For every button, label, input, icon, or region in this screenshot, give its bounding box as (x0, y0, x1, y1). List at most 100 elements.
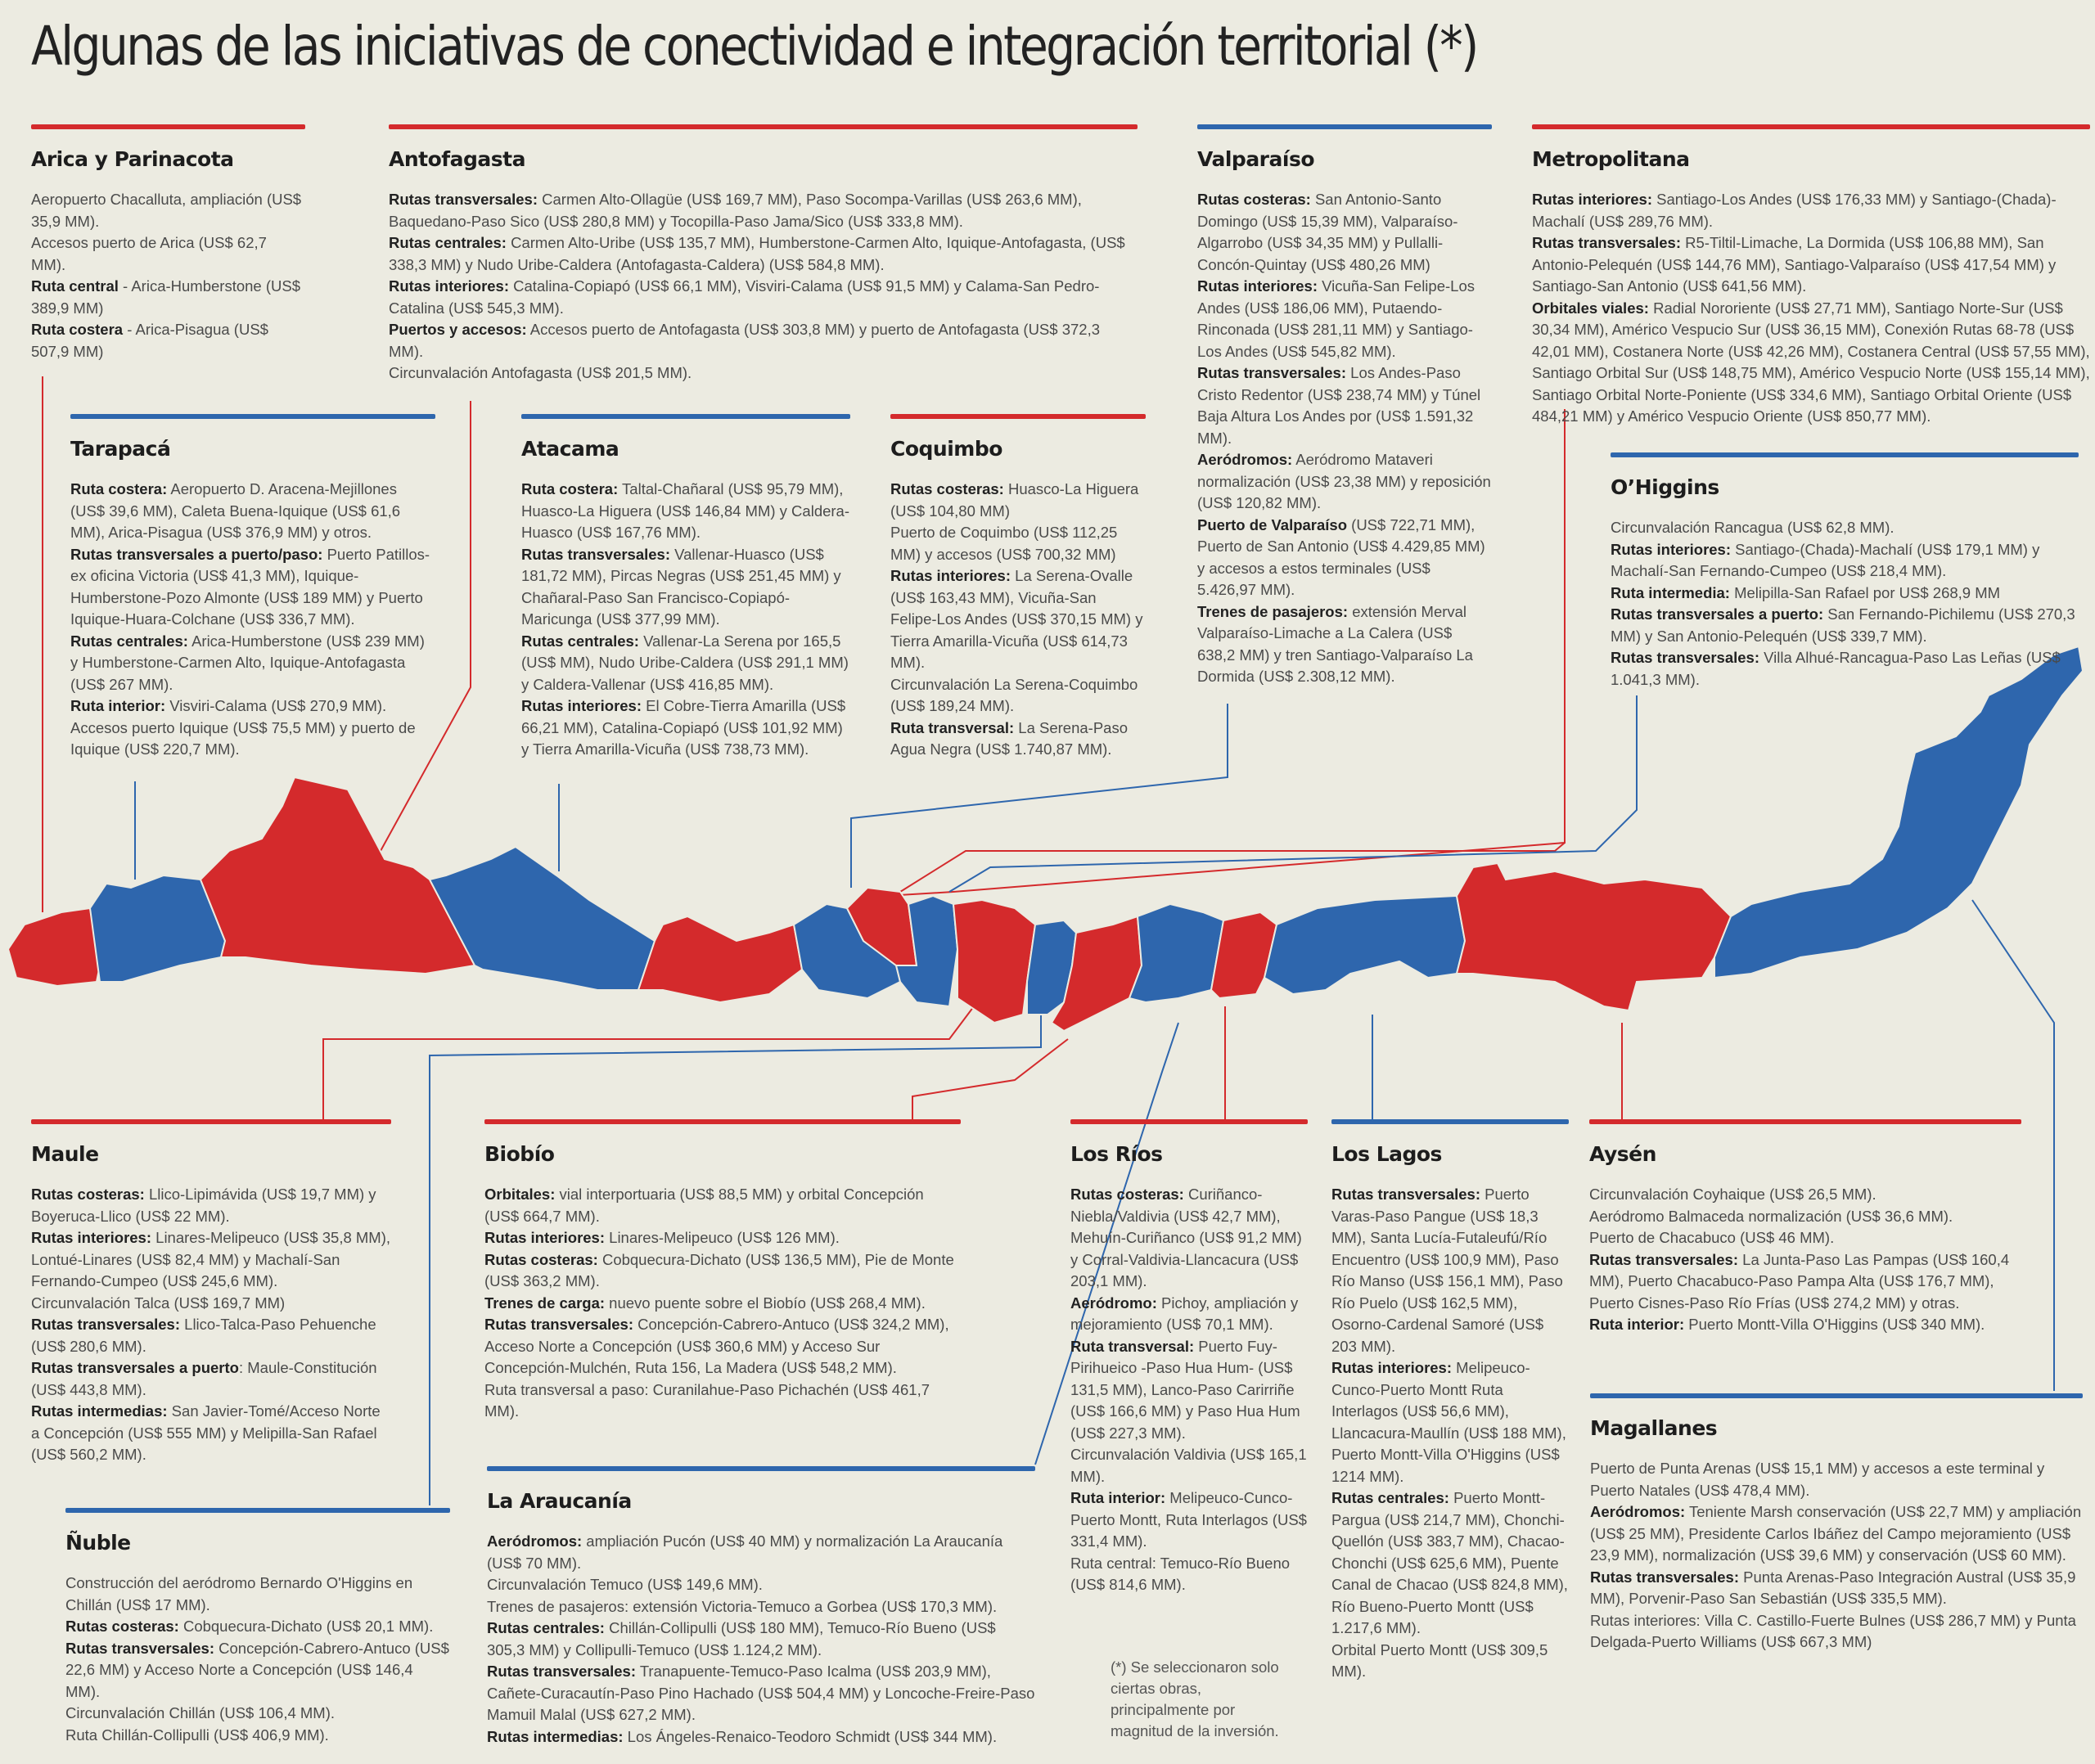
initiative-text: El Cobre-Tierra Amarilla (US$ 66,21 MM),… (521, 697, 846, 758)
initiative-item: Circunvalación Chillán (US$ 106,4 MM). (65, 1703, 450, 1725)
region-items: Orbitales: vial interportuaria (US$ 88,5… (484, 1184, 961, 1423)
initiative-category: Puertos y accesos: (389, 321, 527, 338)
initiative-text: Los Ángeles-Renaico-Teodoro Schmidt (US$… (623, 1727, 998, 1745)
initiative-text: Huasco-La Higuera (US$ 104,80 MM) (890, 480, 1139, 520)
initiative-item: Orbitales viales: Radial Nororiente (US$… (1532, 298, 2090, 428)
initiative-item: Rutas centrales: Carmen Alto-Uribe (US$ … (389, 232, 1138, 276)
initiative-item: Rutas interiores: Melipeuco-Cunco-Puerto… (1331, 1357, 1569, 1487)
initiative-text: Puerto de Punta Arenas (US$ 15,1 MM) y a… (1590, 1460, 2045, 1499)
initiative-text: Santiago-Los Andes (US$ 176,33 MM) y San… (1532, 191, 2057, 230)
initiative-category: Rutas interiores: (1611, 540, 1732, 558)
initiative-text: Puerto de Chacabuco (US$ 46 MM). (1589, 1229, 1835, 1246)
initiative-item: Trenes de carga: nuevo puente sobre el B… (484, 1293, 961, 1315)
initiative-text: San Javier-Tomé/Acceso Norte a Concepció… (31, 1402, 381, 1463)
map-region-coquimbo (637, 915, 804, 1004)
initiative-category: Rutas costeras: (890, 480, 1004, 497)
initiative-text: Concepción-Cabrero-Antuco (US$ 324,2 MM)… (484, 1316, 949, 1376)
initiative-category: Ruta costera (31, 321, 124, 338)
initiative-category: Aeródromos: (1197, 451, 1293, 468)
initiative-text: - Arica-Pisagua (US$ 507,9 MM) (31, 321, 268, 360)
map-region-antofagasta (199, 776, 476, 975)
initiative-item: Rutas costeras: Llico-Lipimávida (US$ 19… (31, 1184, 391, 1227)
region-atacama: Atacama Ruta costera: Taltal-Chañaral (U… (521, 414, 850, 761)
initiative-text: Pichoy, ampliación y mejoramiento (US$ 7… (1070, 1294, 1299, 1334)
initiative-text: vial interportuaria (US$ 88,5 MM) y orbi… (484, 1186, 924, 1225)
initiative-item: Rutas costeras: San Antonio-Santo Doming… (1197, 189, 1492, 276)
initiative-text: Rutas interiores: Villa C. Castillo-Fuer… (1590, 1611, 2076, 1651)
region-bar (890, 414, 1146, 419)
region-name: Coquimbo (890, 437, 1002, 461)
initiative-text: Melipeuco-Cunco-Puerto Montt Ruta Interl… (1331, 1359, 1566, 1485)
initiative-item: Puerto de Coquimbo (US$ 112,25 MM) y acc… (890, 522, 1146, 565)
initiative-text: Visviri-Calama (US$ 270,9 MM). (165, 697, 387, 714)
map-region-arica (7, 907, 101, 988)
initiative-text: Accesos puerto de Arica (US$ 62,7 MM). (31, 234, 267, 273)
region-magallanes: Magallanes Puerto de Punta Arenas (US$ 1… (1590, 1393, 2083, 1654)
region-name: Arica y Parinacota (31, 147, 234, 171)
initiative-text: Ruta transversal a paso: Curanilahue-Pas… (484, 1380, 930, 1420)
region-items: Rutas transversales: Carmen Alto-Ollagüe… (389, 189, 1138, 385)
initiative-category: Rutas transversales: (389, 191, 538, 208)
region-name: O’Higgins (1611, 475, 1719, 499)
region-name: Atacama (521, 437, 619, 461)
initiative-text: : Maule-Constitución (US$ 443,8 MM). (31, 1359, 377, 1398)
initiative-text: Construcción del aeródromo Bernardo O'Hi… (65, 1574, 413, 1613)
initiative-item: Aeródromos: Teniente Marsh conservación … (1590, 1501, 2083, 1567)
initiative-item: Ruta central: Temuco-Río Bueno (US$ 814,… (1070, 1553, 1308, 1596)
initiative-text: Linares-Melipeuco (US$ 35,8 MM), Lontué-… (31, 1229, 391, 1289)
map-region-losrios (1210, 911, 1278, 1000)
initiative-item: Circunvalación La Serena-Coquimbo (US$ 1… (890, 674, 1146, 718)
initiative-category: Rutas transversales: (31, 1316, 181, 1333)
initiative-text: ampliación Pucón (US$ 40 MM) y normaliza… (487, 1532, 1003, 1572)
initiative-text: Orbital Puerto Montt (US$ 309,5 MM). (1331, 1640, 1548, 1681)
initiative-text: Carmen Alto-Ollagüe (US$ 169,7 MM), Paso… (389, 191, 1082, 230)
initiative-text: Circunvalación Antofagasta (US$ 201,5 MM… (389, 364, 692, 381)
initiative-item: Orbitales: vial interportuaria (US$ 88,5… (484, 1184, 961, 1227)
region-arica: Arica y Parinacota Aeropuerto Chacalluta… (31, 124, 305, 362)
region-items: Construcción del aeródromo Bernardo O'Hi… (65, 1573, 450, 1746)
initiative-item: Rutas transversales: Villa Alhué-Rancagu… (1611, 647, 2079, 691)
initiative-text: Concepción-Cabrero-Antuco (US$ 22,6 MM) … (65, 1639, 449, 1700)
initiative-item: Aeródromo Balmaceda normalización (US$ 3… (1589, 1206, 2021, 1228)
region-name: Valparaíso (1197, 147, 1315, 171)
initiative-item: Rutas interiores: Linares-Melipeuco (US$… (484, 1227, 961, 1249)
initiative-text: San Fernando-Pichilemu (US$ 270,3 MM) y … (1611, 605, 2075, 645)
region-name: Aysén (1589, 1142, 1656, 1166)
leader-nuble (429, 1015, 1042, 1505)
initiative-category: Ruta intermedia: (1611, 583, 1730, 601)
initiative-text: Arica-Humberstone (US$ 239 MM) y Humbers… (70, 632, 425, 693)
region-valparaiso: Valparaíso Rutas costeras: San Antonio-S… (1197, 124, 1492, 688)
initiative-text: Llico-Lipimávida (US$ 19,7 MM) y Boyeruc… (31, 1186, 376, 1225)
initiative-text: Ruta central: Temuco-Río Bueno (US$ 814,… (1070, 1554, 1291, 1594)
initiative-item: Rutas transversales: Puerto Varas-Paso P… (1331, 1184, 1569, 1357)
initiative-text: extensión Merval Valparaíso-Limache a La… (1197, 602, 1473, 686)
initiative-text: La Serena-Ovalle (US$ 163,43 MM), Vicuña… (890, 567, 1143, 671)
initiative-text: Tranapuente-Temuco-Paso Icalma (US$ 203,… (487, 1663, 1035, 1723)
leader-antofagasta (380, 401, 471, 852)
initiative-item: Rutas transversales: Concepción-Cabrero-… (65, 1638, 450, 1703)
initiative-item: Rutas interiores: La Serena-Ovalle (US$ … (890, 565, 1146, 674)
region-name: Maule (31, 1142, 99, 1166)
initiative-text: Circunvalación Talca (US$ 169,7 MM) (31, 1294, 286, 1312)
initiative-text: Catalina-Copiapó (US$ 66,1 MM), Visviri-… (389, 277, 1100, 317)
initiative-item: Rutas transversales: Punta Arenas-Paso I… (1590, 1567, 2083, 1610)
initiative-item: Rutas transversales: Concepción-Cabrero-… (484, 1314, 961, 1379)
initiative-item: Ruta costera: Aeropuerto D. Aracena-Meji… (70, 479, 435, 544)
initiative-category: Rutas costeras: (484, 1250, 598, 1268)
initiative-category: Rutas centrales: (1331, 1489, 1449, 1506)
initiative-item: Puerto de Chacabuco (US$ 46 MM). (1589, 1227, 2021, 1249)
initiative-item: Rutas intermedias: San Javier-Tomé/Acces… (31, 1401, 391, 1466)
initiative-text: La Junta-Paso Las Pampas (US$ 160,4 MM),… (1589, 1250, 2010, 1312)
initiative-category: Rutas transversales: (65, 1639, 215, 1657)
initiative-text: Accesos puerto de Antofagasta (US$ 303,8… (389, 321, 1101, 360)
initiative-item: Rutas costeras: Curiñanco-Niebla/Valdivi… (1070, 1184, 1308, 1293)
region-name: Los Ríos (1070, 1142, 1163, 1166)
initiative-item: Ruta interior: Melipeuco-Cunco-Puerto Mo… (1070, 1487, 1308, 1553)
initiative-item: Rutas interiores: Villa C. Castillo-Fuer… (1590, 1610, 2083, 1654)
initiative-category: Rutas interiores: (1197, 277, 1318, 295)
region-maule: Maule Rutas costeras: Llico-Lipimávida (… (31, 1119, 391, 1466)
region-antofagasta: Antofagasta Rutas transversales: Carmen … (389, 124, 1138, 385)
initiative-category: Trenes de pasajeros: (1197, 602, 1349, 620)
initiative-item: Rutas costeras: Cobquecura-Dichato (US$ … (484, 1249, 961, 1293)
